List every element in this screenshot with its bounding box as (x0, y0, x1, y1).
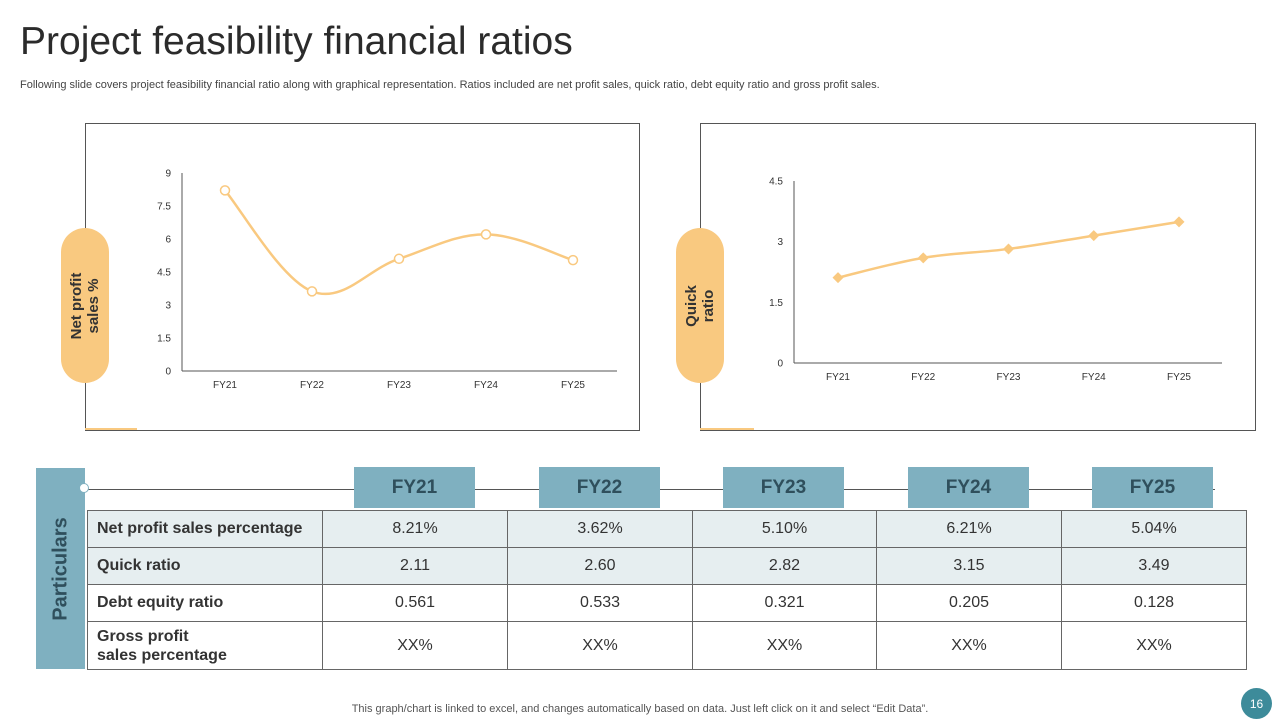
row-label: Net profit sales percentage (88, 511, 323, 548)
net-profit-x-tick-label: FY22 (300, 380, 324, 391)
quick-ratio-chart-svg: 0 1.5 3 4.5 FY21 FY22 FY23 FY24 FY25 (701, 124, 1255, 430)
net-profit-label-line2: sales % (85, 272, 102, 339)
net-profit-data-point (569, 256, 578, 265)
header-connector-dot (79, 483, 89, 493)
net-profit-data-point (308, 287, 317, 296)
quick-ratio-chart-accent-stub (700, 428, 754, 430)
row-label-line1: Gross profit (97, 627, 322, 646)
header-fy22: FY22 (539, 467, 660, 508)
net-profit-y-tick-label: 7.5 (157, 202, 171, 213)
table-cell: XX% (323, 622, 508, 670)
table-cell: 2.82 (693, 548, 877, 585)
net-profit-y-tick-label: 3 (165, 301, 171, 312)
net-profit-data-point (482, 230, 491, 239)
net-profit-y-tick-label: 0 (165, 367, 171, 378)
ratios-table: Net profit sales percentage 8.21% 3.62% … (87, 510, 1247, 670)
net-profit-series-line (225, 190, 573, 294)
quick-ratio-label-pill: Quick ratio (676, 228, 724, 383)
row-label-line2: sales percentage (97, 646, 322, 665)
header-fy25: FY25 (1092, 467, 1213, 508)
table-cell: 5.10% (693, 511, 877, 548)
quick-ratio-label-line1: Quick (683, 285, 700, 327)
quick-ratio-x-tick-label: FY24 (1082, 372, 1106, 383)
net-profit-y-tick-label: 6 (165, 235, 171, 246)
quick-ratio-y-tick-label: 1.5 (769, 298, 783, 309)
table-cell: XX% (508, 622, 693, 670)
net-profit-x-tick-label: FY24 (474, 380, 498, 391)
row-label: Debt equity ratio (88, 585, 323, 622)
quick-ratio-x-tick-label: FY23 (997, 372, 1021, 383)
footer-note: This graph/chart is linked to excel, and… (0, 703, 1280, 715)
net-profit-y-tick-label: 4.5 (157, 268, 171, 279)
quick-ratio-chart[interactable]: 0 1.5 3 4.5 FY21 FY22 FY23 FY24 FY25 (700, 123, 1256, 431)
table-cell: 5.04% (1062, 511, 1247, 548)
table-cell: XX% (877, 622, 1062, 670)
quick-ratio-data-point (1174, 216, 1185, 227)
net-profit-chart-svg: 0 1.5 3 4.5 6 7.5 9 FY21 FY22 FY23 FY24 FY25 (86, 124, 639, 430)
quick-ratio-label-line2: ratio (700, 285, 717, 327)
table-row: Net profit sales percentage 8.21% 3.62% … (88, 511, 1247, 548)
quick-ratio-x-tick-label: FY22 (911, 372, 935, 383)
quick-ratio-y-tick-label: 3 (777, 237, 783, 248)
row-label: Quick ratio (88, 548, 323, 585)
particulars-label: Particulars (49, 517, 72, 620)
quick-ratio-x-tick-label: FY25 (1167, 372, 1191, 383)
header-fy23: FY23 (723, 467, 844, 508)
table-cell: 2.60 (508, 548, 693, 585)
net-profit-chart[interactable]: 0 1.5 3 4.5 6 7.5 9 FY21 FY22 FY23 FY24 FY25 (85, 123, 640, 431)
net-profit-data-point (395, 254, 404, 263)
table-cell: 0.128 (1062, 585, 1247, 622)
table-row: Quick ratio 2.11 2.60 2.82 3.15 3.49 (88, 548, 1247, 585)
table-cell: 6.21% (877, 511, 1062, 548)
net-profit-x-tick-label: FY21 (213, 380, 237, 391)
net-profit-data-point (221, 186, 230, 195)
page-title: Project feasibility financial ratios (20, 20, 573, 64)
table-cell: XX% (1062, 622, 1247, 670)
table-cell: 0.533 (508, 585, 693, 622)
net-profit-label-pill: Net profit sales % (61, 228, 109, 383)
quick-ratio-x-tick-label: FY21 (826, 372, 850, 383)
particulars-side-bar: Particulars (36, 468, 85, 669)
table-cell: XX% (693, 622, 877, 670)
table-cell: 0.561 (323, 585, 508, 622)
quick-ratio-y-tick-label: 4.5 (769, 177, 783, 188)
table-cell: 3.15 (877, 548, 1062, 585)
quick-ratio-data-point (918, 252, 929, 263)
net-profit-chart-accent-stub (85, 428, 137, 430)
page-subtitle: Following slide covers project feasibili… (20, 79, 880, 91)
table-cell: 3.62% (508, 511, 693, 548)
net-profit-label-line1: Net profit (68, 272, 85, 339)
table-cell: 3.49 (1062, 548, 1247, 585)
quick-ratio-data-point (833, 272, 844, 283)
net-profit-x-tick-label: FY23 (387, 380, 411, 391)
quick-ratio-y-tick-label: 0 (777, 359, 783, 370)
net-profit-x-tick-label: FY25 (561, 380, 585, 391)
net-profit-y-tick-label: 1.5 (157, 334, 171, 345)
header-fy21: FY21 (354, 467, 475, 508)
row-label: Gross profit sales percentage (88, 622, 323, 670)
table-row: Gross profit sales percentage XX% XX% XX… (88, 622, 1247, 670)
header-fy24: FY24 (908, 467, 1029, 508)
table-cell: 0.321 (693, 585, 877, 622)
page-number-badge: 16 (1241, 688, 1272, 719)
table-row: Debt equity ratio 0.561 0.533 0.321 0.20… (88, 585, 1247, 622)
quick-ratio-data-point (1088, 230, 1099, 241)
quick-ratio-data-point (1003, 243, 1014, 254)
table-cell: 0.205 (877, 585, 1062, 622)
net-profit-y-tick-label: 9 (165, 169, 171, 180)
table-cell: 2.11 (323, 548, 508, 585)
table-cell: 8.21% (323, 511, 508, 548)
